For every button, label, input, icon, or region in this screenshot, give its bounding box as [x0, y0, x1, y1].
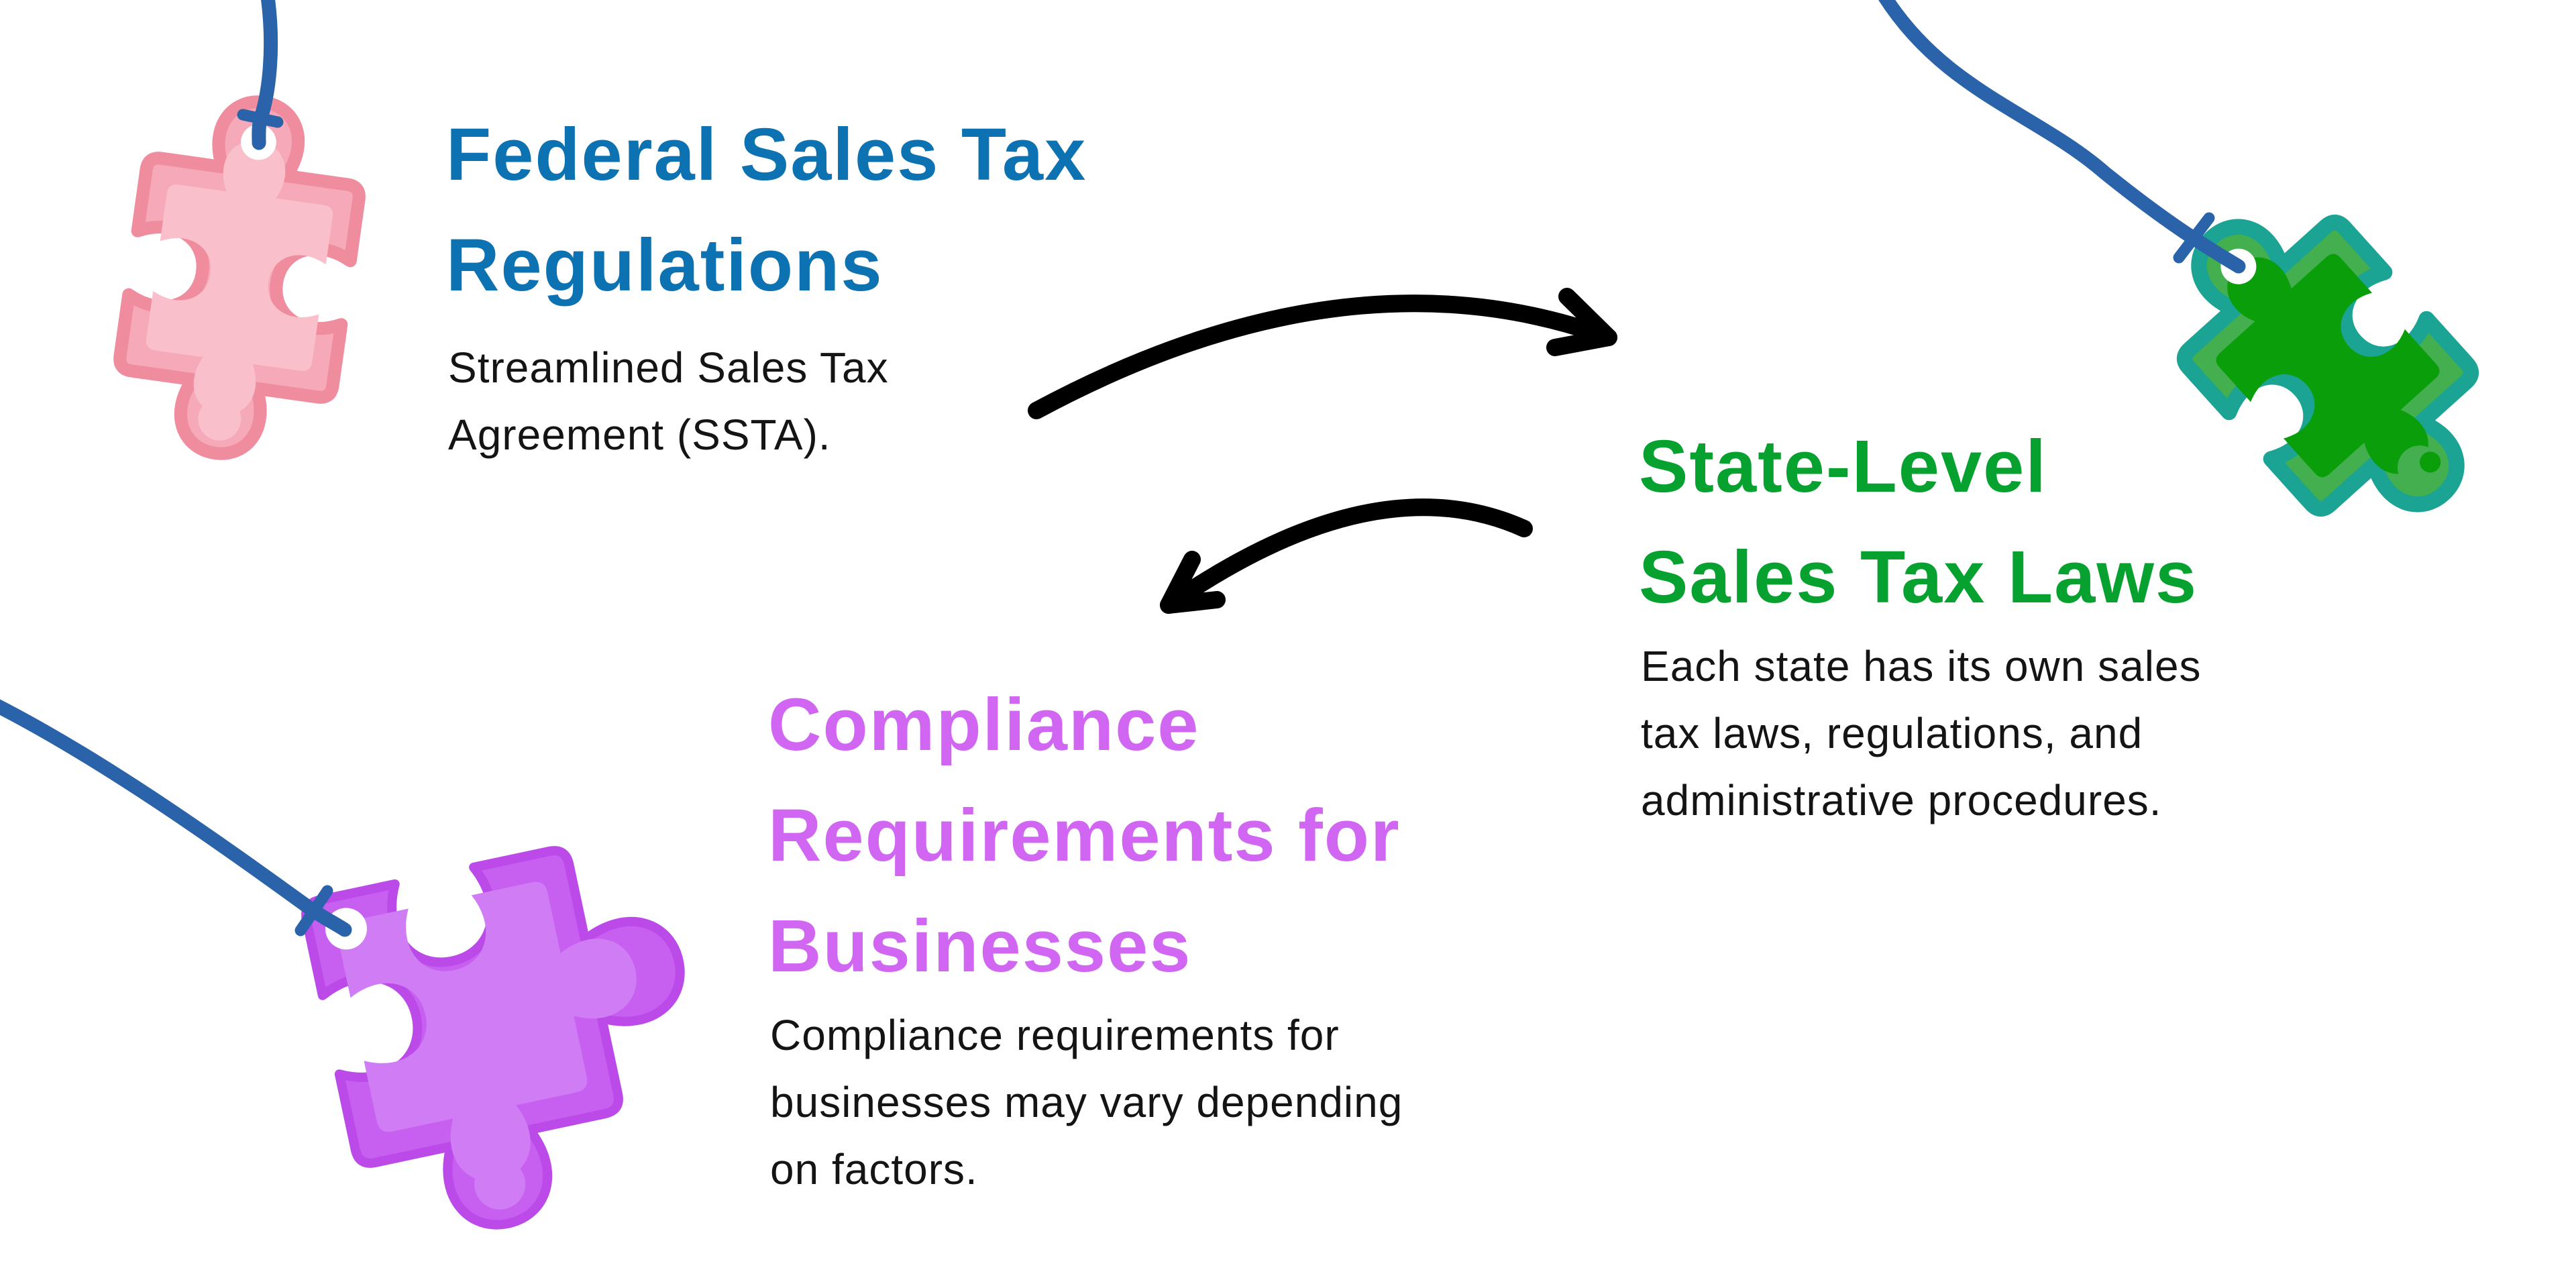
state-heading-line-1: State-Level: [1639, 425, 2047, 508]
arrow-state-to-compliance-head: [1160, 551, 1226, 614]
compliance-heading-line-3: Businesses: [768, 905, 1192, 987]
purple-string-knot: [294, 885, 333, 936]
pink-string-knot: [237, 109, 284, 128]
compliance-heading-line-1: Compliance: [768, 684, 1200, 766]
purple-string: [0, 699, 352, 937]
compliance-heading: Compliance Requirements for Businesses: [768, 669, 1401, 1002]
green-string: [1878, 0, 2246, 274]
pink-puzzle-knob-spot: [198, 397, 241, 441]
purple-puzzle-piece: [303, 830, 725, 1252]
purple-puzzle-knob-spot: [474, 1159, 526, 1210]
compliance-body-line-3: on factors.: [770, 1145, 978, 1193]
green-puzzle-knob-dot: [2420, 451, 2441, 473]
compliance-body-line-2: businesses may vary depending: [770, 1078, 1403, 1126]
federal-heading-line-1: Federal Sales Tax: [446, 113, 1087, 196]
state-body-line-2: tax laws, regulations, and: [1641, 709, 2143, 757]
compliance-body: Compliance requirements for businesses m…: [770, 1002, 1403, 1203]
federal-heading-line-2: Regulations: [446, 224, 883, 307]
arrow-state-to-compliance: [1160, 498, 1533, 614]
compliance-body-line-1: Compliance requirements for: [770, 1011, 1340, 1059]
state-body-line-3: administrative procedures.: [1641, 776, 2162, 824]
state-heading: State-Level Sales Tax Laws: [1639, 411, 2198, 633]
state-body-line-1: Each state has its own sales: [1641, 642, 2202, 690]
federal-body-line-1: Streamlined Sales Tax: [448, 343, 889, 392]
federal-heading: Federal Sales Tax Regulations: [446, 99, 1087, 321]
state-body: Each state has its own sales tax laws, r…: [1641, 633, 2202, 834]
state-heading-line-2: Sales Tax Laws: [1639, 536, 2198, 619]
pink-puzzle-piece: [109, 87, 370, 468]
arrow-federal-to-state-head: [1546, 288, 1617, 356]
arrow-federal-to-state: [1028, 294, 1617, 419]
flow-arrows: [1028, 288, 1617, 614]
federal-body-line-2: Agreement (SSTA).: [448, 411, 831, 459]
federal-body: Streamlined Sales Tax Agreement (SSTA).: [448, 334, 889, 468]
green-puzzle-piece: [2135, 167, 2521, 564]
compliance-heading-line-2: Requirements for: [768, 794, 1401, 877]
pink-string: [252, 0, 278, 150]
green-string-knot: [2173, 212, 2215, 264]
hanging-strings: [0, 0, 2246, 937]
